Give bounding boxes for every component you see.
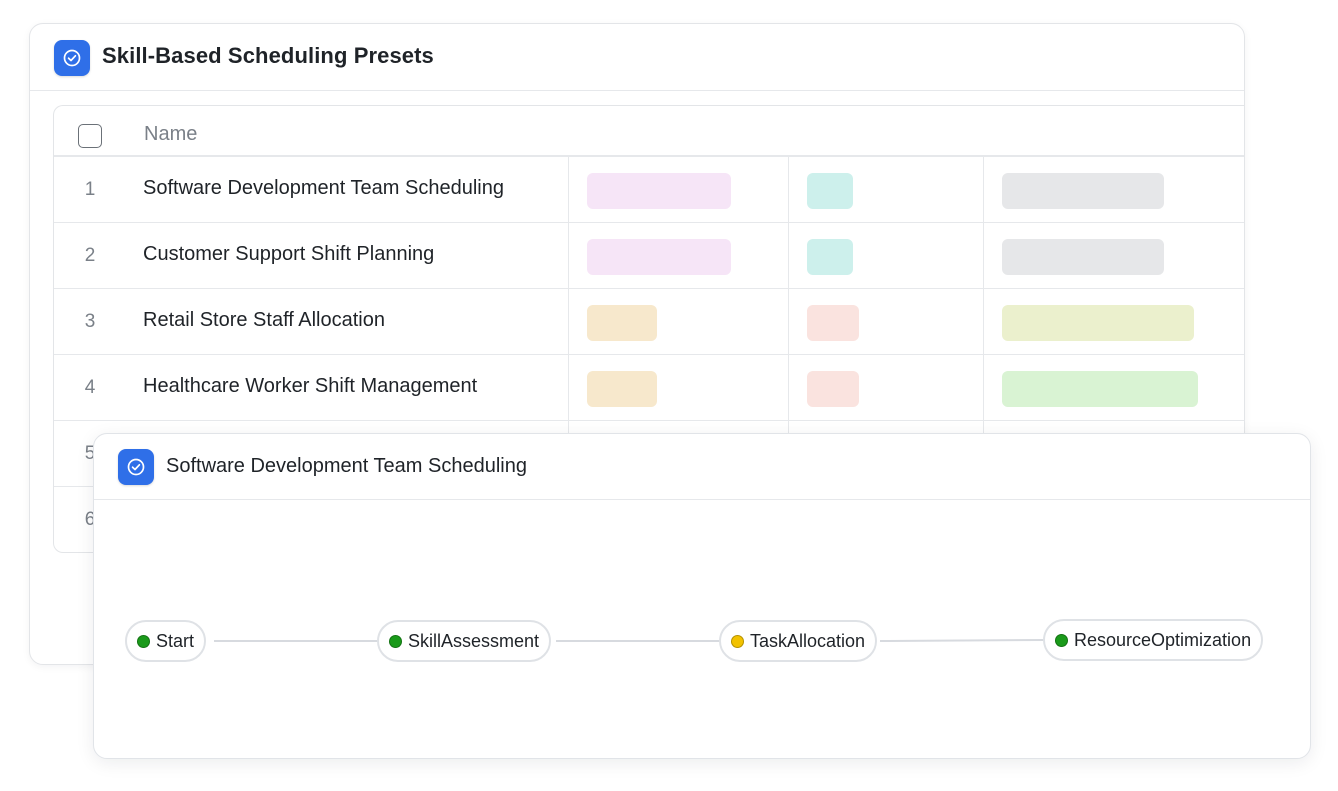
flow-node-skill-assessment[interactable]: SkillAssessment — [377, 620, 552, 662]
table-row[interactable]: 6 — [54, 487, 1244, 552]
row-name[interactable]: Healthcare Worker Shift Management — [143, 375, 478, 397]
status-dot — [389, 634, 402, 648]
table-header: Name — [54, 106, 1244, 157]
status-dot — [1055, 633, 1068, 647]
tag-placeholder — [807, 305, 859, 341]
flow-panel-header: Software Development Team Scheduling — [94, 434, 1310, 500]
flow-node-label: TaskAllocation — [750, 630, 866, 651]
flow-node-start[interactable]: Start — [125, 620, 207, 662]
column-header-name[interactable]: Name — [144, 123, 198, 145]
tag-placeholder — [807, 239, 853, 275]
flow-panel: Software Development Team Scheduling Sta… — [93, 433, 1311, 759]
row-name[interactable]: Customer Support Shift Planning — [143, 243, 435, 265]
row-index: 1 — [84, 179, 96, 200]
row-name[interactable]: Retail Store Staff Allocation — [143, 309, 385, 331]
flow-node-label: SkillAssessment — [408, 630, 540, 651]
row-name[interactable]: Software Development Team Scheduling — [143, 177, 504, 199]
tag-placeholder — [587, 371, 657, 407]
row-index: 2 — [84, 245, 96, 266]
flow-connectors — [214, 639, 1045, 642]
row-index: 5 — [84, 443, 96, 464]
tag-placeholder — [1002, 239, 1164, 275]
tag-placeholder — [1002, 371, 1198, 407]
select-all-checkbox[interactable] — [78, 124, 102, 148]
tag-placeholder — [1002, 305, 1194, 341]
tag-placeholder — [807, 173, 853, 209]
status-dot — [137, 634, 150, 648]
table-row[interactable]: 3 Retail Store Staff Allocation — [54, 289, 1244, 355]
status-dot — [731, 634, 744, 648]
flow-node-task-allocation[interactable]: TaskAllocation — [719, 620, 878, 662]
presets-panel-title: Skill-Based Scheduling Presets — [102, 43, 434, 68]
tag-placeholder — [587, 173, 731, 209]
row-index: 4 — [84, 377, 96, 398]
table-row[interactable]: 4 Healthcare Worker Shift Management — [54, 355, 1244, 421]
row-index: 3 — [84, 311, 96, 332]
presets-panel-header: Skill-Based Scheduling Presets — [30, 24, 1244, 91]
table-row[interactable]: 1 Software Development Team Scheduling — [54, 157, 1244, 223]
flow-edge — [879, 639, 1045, 642]
flow-node-label: ResourceOptimization — [1074, 629, 1252, 650]
flow-node-label: Start — [156, 630, 195, 651]
flow-panel-title: Software Development Team Scheduling — [166, 455, 527, 477]
check-circle-icon — [54, 40, 90, 76]
table-row[interactable]: 2 Customer Support Shift Planning — [54, 223, 1244, 289]
row-index: 6 — [84, 509, 96, 530]
tag-placeholder — [587, 305, 657, 341]
tag-placeholder — [1002, 173, 1164, 209]
flow-node-resource-optimization[interactable]: ResourceOptimization — [1043, 619, 1264, 661]
tag-placeholder — [807, 371, 859, 407]
tag-placeholder — [587, 239, 731, 275]
check-circle-icon — [118, 449, 154, 485]
